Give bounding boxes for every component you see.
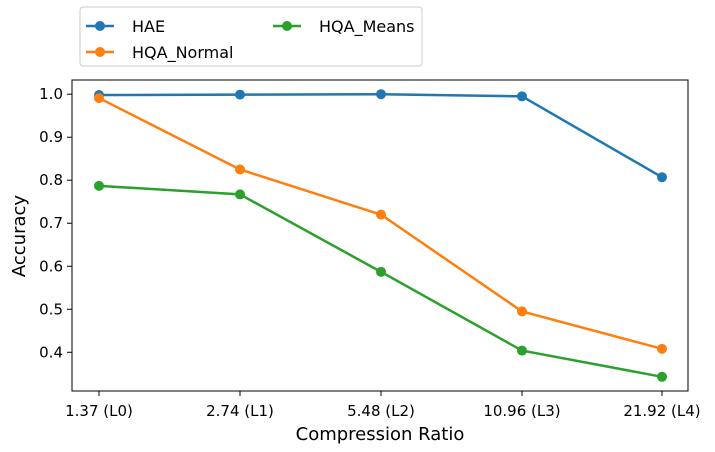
legend-label-hqa-means: HQA_Means [319,17,415,37]
y-tick-label: 0.5 [39,300,63,318]
y-tick-label: 1.0 [39,85,63,103]
series-layer [94,89,667,382]
data-point-hqa-normal [94,93,104,104]
x-tick-label: 1.37 (L0) [65,402,133,420]
y-axis-title: Accuracy [9,195,30,278]
plot-area [71,79,689,392]
y-axis: 0.4 0.5 0.6 0.7 0.8 0.9 1.0 [39,85,72,361]
legend-marker-hqa-means [282,21,292,31]
y-tick-label: 0.7 [39,214,63,232]
y-tick-label: 0.4 [39,343,63,361]
data-point-hqa-normal [517,306,527,317]
x-tick-label: 21.92 (L4) [623,402,700,420]
y-tick-label: 0.8 [39,171,63,189]
legend-label-hae: HAE [132,17,165,36]
legend-label-hqa-normal: HQA_Normal [132,43,233,63]
data-point-hqa-means [517,345,527,356]
data-point-hae [235,89,245,100]
x-tick-label: 10.96 (L3) [483,402,560,420]
x-tick-label: 2.74 (L1) [206,402,274,420]
x-axis-title: Compression Ratio [296,424,465,445]
data-point-hqa-means [235,189,245,200]
legend: HAE HQA_Normal HQA_Means [79,6,423,67]
data-point-hqa-means [94,180,104,191]
data-point-hae [517,91,527,102]
data-point-hae [376,89,386,100]
data-point-hqa-normal [657,343,667,354]
x-tick-label: 5.48 (L2) [347,402,415,420]
x-axis: 1.37 (L0) 2.74 (L1) 5.48 (L2) 10.96 (L3) 21.… [65,391,701,420]
y-tick-label: 0.9 [39,128,63,146]
data-point-hqa-means [376,266,386,277]
legend-marker-hae [95,21,105,31]
legend-marker-hqa-normal [95,47,105,57]
y-tick-label: 0.6 [39,257,63,275]
data-point-hqa-normal [235,164,245,175]
legend-box [79,6,423,67]
data-point-hqa-normal [376,209,386,220]
data-point-hae [657,172,667,183]
data-point-hqa-means [657,371,667,382]
